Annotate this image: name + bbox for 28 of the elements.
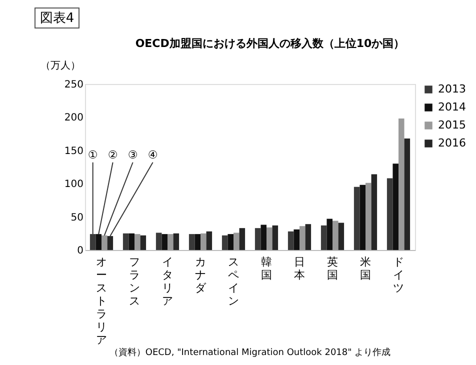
y-axis-title: （万人） bbox=[40, 60, 80, 72]
annotation: ① bbox=[88, 148, 98, 162]
x-tick-label: オーストラリア bbox=[96, 256, 107, 346]
text: （資料）OECD, "International Migration Outlook 2018" より作成 bbox=[109, 347, 391, 358]
legend-label: 2013 bbox=[438, 82, 466, 96]
annotation: ② bbox=[108, 148, 118, 162]
y-tick-label: 50 bbox=[70, 212, 84, 224]
x-tick-label: フランス bbox=[129, 256, 140, 308]
legend-label: 2015 bbox=[438, 118, 466, 132]
annotation: ④ bbox=[148, 148, 158, 162]
x-tick-label: 韓国 bbox=[261, 256, 272, 282]
x-tick-label: 米国 bbox=[360, 256, 371, 282]
y-tick-label: 200 bbox=[64, 112, 84, 124]
text: 図表4 bbox=[40, 11, 74, 26]
x-tick-label: イタリア bbox=[162, 256, 173, 308]
y-tick-label: 0 bbox=[77, 246, 84, 256]
legend-label: 2014 bbox=[438, 100, 466, 114]
annotation: ③ bbox=[128, 148, 138, 162]
x-tick-label: 日本 bbox=[294, 256, 305, 282]
y-tick-label: 100 bbox=[64, 179, 84, 190]
legend-label: 2016 bbox=[438, 136, 466, 150]
x-tick-label: 英国 bbox=[327, 256, 338, 282]
x-tick-label: スペイン bbox=[228, 256, 239, 308]
y-tick-label: 150 bbox=[64, 146, 84, 157]
x-tick-label: ドイツ bbox=[393, 256, 404, 294]
y-tick-label: 250 bbox=[64, 80, 84, 90]
chart-title: OECD加盟国における外国人の移入数（上位10か国） bbox=[135, 37, 405, 50]
x-tick-label: カナダ bbox=[195, 256, 207, 294]
